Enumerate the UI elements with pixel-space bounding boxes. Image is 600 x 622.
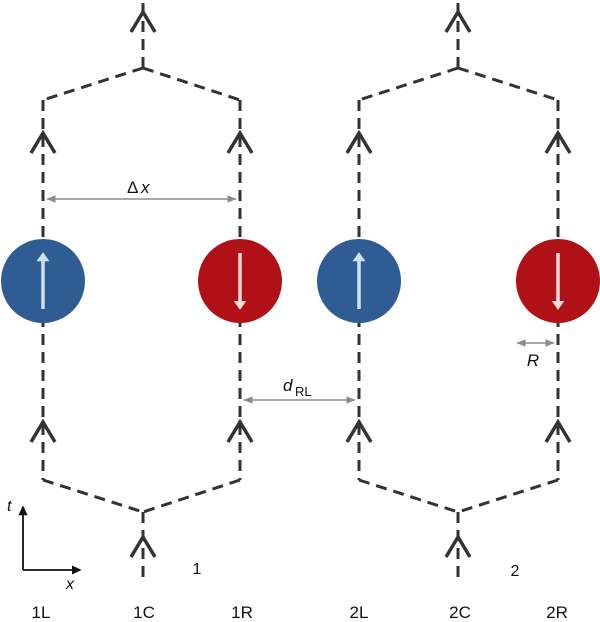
delta-x-label-delta: Δ (127, 178, 138, 197)
if1-top-right-diagonal (142, 66, 241, 102)
wavepackets (1, 239, 600, 323)
port-label-1L: 1L (32, 603, 51, 622)
if1-bottom-left-diagonal (42, 478, 144, 514)
separation-label: d (283, 376, 293, 395)
direction-chevrons (29, 10, 572, 559)
port-label-1R: 1R (231, 603, 253, 622)
if2-top-left-diagonal (358, 66, 459, 102)
x-axis-label: x (65, 576, 75, 593)
if2-bottom-left-diagonal (358, 478, 459, 514)
interferometer-2-number: 2 (511, 563, 520, 580)
measurements (46, 195, 555, 404)
separation-subscript: RL (295, 384, 312, 399)
if2-bottom-right-diagonal (457, 478, 559, 514)
text-labels: Δ x d RL R t x 1 2 1L 1C 1R 2L 2C 2R (7, 178, 568, 622)
port-label-2C: 2C (449, 603, 471, 622)
port-label-2R: 2R (546, 603, 568, 622)
delta-x-label-variable: x (140, 178, 150, 197)
coordinate-axes (18, 505, 82, 575)
time-axis-label: t (7, 498, 12, 515)
if1-bottom-right-diagonal (142, 478, 241, 514)
interferometer-1-number: 1 (193, 561, 202, 578)
if1-top-left-diagonal (42, 66, 144, 102)
if2-top-right-diagonal (457, 66, 559, 102)
port-label-1C: 1C (133, 603, 155, 622)
radius-label: R (527, 351, 539, 370)
port-label-2L: 2L (350, 603, 369, 622)
